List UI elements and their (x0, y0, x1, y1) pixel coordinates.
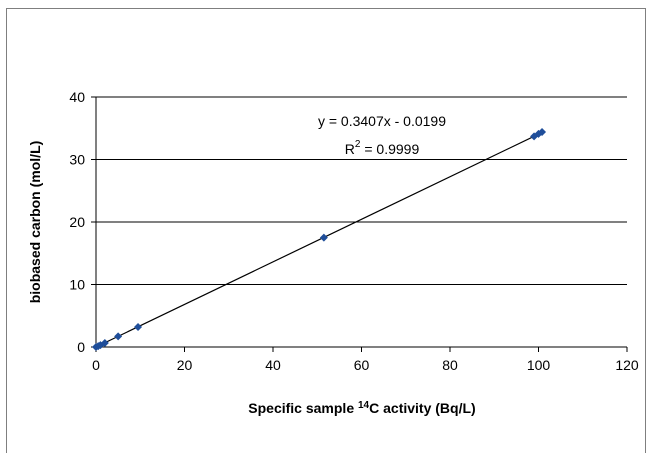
trendline-equation: y = 0.3407x - 0.0199 (318, 113, 446, 129)
y-tick-label: 40 (69, 89, 85, 105)
axes (91, 96, 628, 352)
data-point (114, 332, 123, 341)
y-tick-label: 20 (69, 214, 85, 230)
trendline (95, 131, 544, 348)
data-point (538, 128, 547, 136)
x-tick-label: 40 (265, 357, 281, 373)
chart-frame (6, 8, 646, 453)
x-tick-label: 80 (442, 357, 458, 373)
x-tick-label: 20 (177, 357, 193, 373)
data-point (134, 323, 143, 331)
data-point (100, 338, 109, 347)
tick-labels: 0 10 20 30 40 0 20 40 60 80 100 120 (69, 89, 638, 373)
x-tick-label: 60 (354, 357, 370, 373)
y-tick-label: 10 (69, 277, 85, 293)
x-tick-label: 0 (92, 357, 100, 373)
y-axis-title: biobased carbon (mol/L) (27, 141, 43, 304)
x-axis-title: Specific sample 14C activity (Bq/L) (248, 400, 475, 416)
y-tick-label: 0 (77, 339, 85, 355)
y-tick-label: 30 (69, 152, 85, 168)
gridlines (96, 96, 627, 285)
x-tick-label: 120 (615, 357, 639, 373)
data-points (92, 128, 547, 351)
data-point (319, 233, 328, 242)
r-squared-label: R2 = 0.9999 (345, 139, 420, 157)
x-tick-label: 100 (527, 357, 551, 373)
